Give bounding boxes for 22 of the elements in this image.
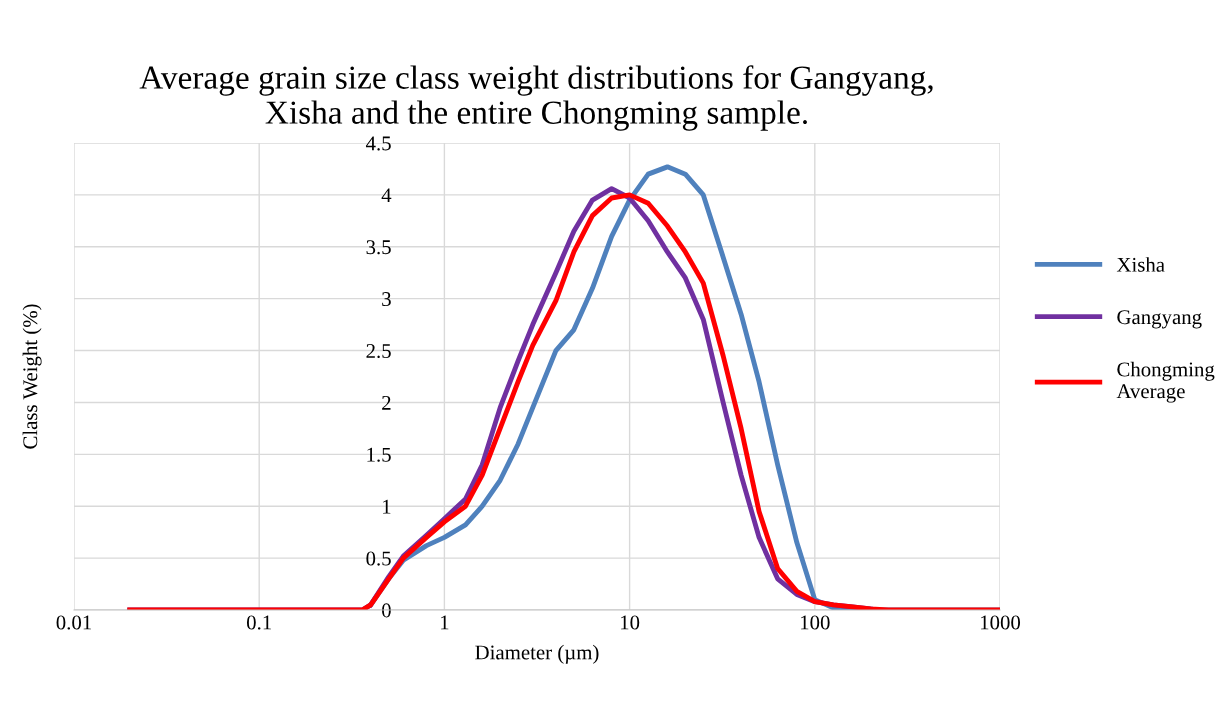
y-tick-label: 0 — [382, 603, 391, 618]
x-tick-label: 10 — [621, 615, 640, 630]
chart-title: Average grain size class weight distributions for Gangyang, Xisha and the entire Chongming sample. — [139, 65, 933, 131]
x-tick-label: 0.01 — [56, 615, 91, 630]
y-tick-label: 2.5 — [366, 343, 391, 359]
legend-label: Chongming Average — [1116, 361, 1215, 403]
y-axis-title: Class Weight (%) — [22, 304, 42, 449]
y-tick-label: 1 — [383, 499, 391, 514]
y-tick-label: 3 — [382, 292, 391, 307]
y-tick-label: 2 — [382, 395, 391, 410]
x-tick-label: 100 — [801, 615, 830, 630]
y-tick-label: 4 — [381, 188, 392, 203]
y-tick-label: 0.5 — [366, 551, 391, 566]
y-tick-label: 1.5 — [367, 447, 391, 462]
legend-label: Gangyang — [1117, 310, 1202, 329]
y-tick-label: 3.5 — [366, 240, 391, 255]
legend-label: Xisha — [1116, 257, 1165, 272]
x-tick-label: 1 — [441, 615, 449, 630]
x-axis-title: Diameter (µm) — [475, 644, 599, 664]
y-tick-label: 4.5 — [365, 136, 391, 151]
x-tick-label: 0.1 — [246, 615, 271, 630]
x-tick-label: 1000 — [981, 615, 1021, 630]
